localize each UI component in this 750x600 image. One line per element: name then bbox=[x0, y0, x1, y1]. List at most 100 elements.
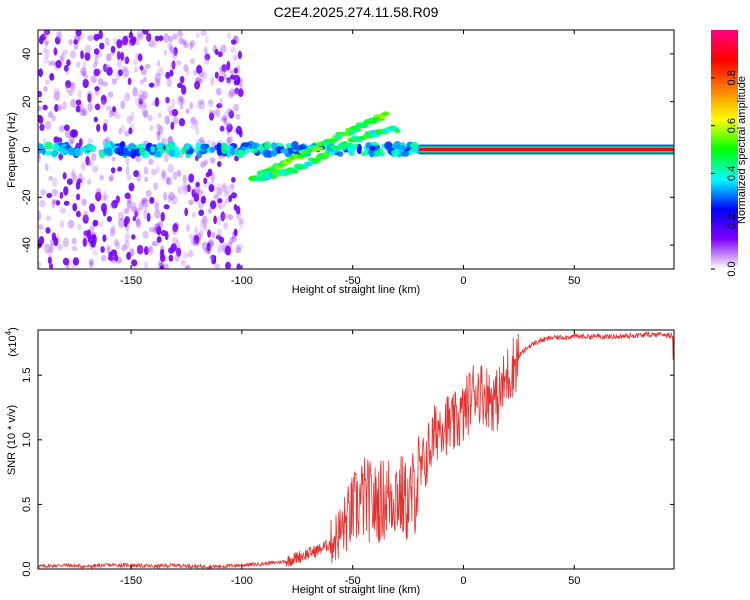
spectrogram-mark-scattered-noise bbox=[66, 59, 71, 67]
spectrogram-mark-scattered-noise bbox=[148, 158, 154, 165]
spectrogram-mark-scattered-noise bbox=[51, 198, 56, 209]
spectrogram-mark-scattered-noise bbox=[96, 68, 102, 75]
spectrogram-mark-scattered-noise bbox=[146, 32, 152, 42]
spectrogram-mark-scattered-noise bbox=[143, 209, 148, 220]
spectrogram-mark-scattered-noise bbox=[204, 53, 211, 61]
spectrogram-mark-scattered-noise bbox=[142, 30, 149, 35]
spectrogram-mark-scattered-noise bbox=[124, 192, 131, 200]
spectrogram-mark-scattered-noise bbox=[169, 45, 174, 54]
spectrogram-mark-scattered-noise bbox=[219, 125, 225, 132]
spectrogram-mark-scattered-noise bbox=[120, 124, 126, 133]
spectrogram-mark-scattered-noise bbox=[223, 111, 230, 119]
spectrogram-mark-central-band bbox=[270, 142, 277, 151]
spectrogram-mark-scattered-noise bbox=[117, 166, 123, 172]
spectrogram-mark-scattered-noise bbox=[44, 39, 50, 46]
spectrogram-mark-scattered-noise bbox=[123, 208, 129, 214]
spectrogram-mark-central-band bbox=[369, 145, 376, 151]
spectrogram-mark-diverging-lower-branch bbox=[291, 169, 299, 174]
spectrogram-mark-scattered-noise bbox=[181, 84, 187, 95]
spectrogram-mark-scattered-noise bbox=[216, 228, 223, 238]
spectrogram-mark-scattered-noise bbox=[102, 196, 107, 203]
spectrogram-mark-diverging-lower-branch bbox=[329, 151, 336, 156]
spectrogram-mark-scattered-noise bbox=[153, 182, 159, 191]
spectrogram-mark-scattered-noise bbox=[230, 39, 237, 45]
spectrogram-mark-scattered-noise bbox=[182, 185, 189, 195]
spectrogram-mark-scattered-noise bbox=[89, 203, 96, 213]
spectrogram-mark-scattered-noise bbox=[213, 215, 217, 225]
spectrogram-mark-scattered-noise bbox=[181, 182, 188, 191]
spectrogram-mark-stable-line-core bbox=[419, 148, 674, 151]
spectrogram-mark-scattered-noise bbox=[130, 201, 137, 212]
snr-x-tick-label: -50 bbox=[345, 575, 361, 587]
spectrogram-mark-scattered-noise bbox=[69, 139, 74, 146]
spectrogram-mark-scattered-noise bbox=[167, 105, 174, 113]
spectrogram-mark-central-band bbox=[89, 144, 97, 153]
spectrogram-mark-scattered-noise bbox=[227, 90, 234, 99]
spectrogram-mark-scattered-noise bbox=[39, 123, 45, 131]
spectrogram-mark-scattered-noise bbox=[93, 33, 100, 41]
spectrogram-mark-scattered-noise bbox=[45, 120, 52, 130]
spectrogram-x-label: Height of straight line (km) bbox=[292, 284, 420, 296]
spectrogram-mark-scattered-noise bbox=[65, 80, 72, 89]
snr-y-tick-label: 1.0 bbox=[21, 432, 33, 447]
spectrogram-mark-scattered-noise bbox=[75, 181, 81, 190]
spectrogram-mark-scattered-noise bbox=[95, 188, 102, 198]
spectrogram-mark-scattered-noise bbox=[139, 79, 145, 85]
spectrogram-mark-scattered-noise bbox=[164, 96, 171, 104]
spectrogram-y-tick-label: -40 bbox=[21, 237, 33, 253]
spectrogram-mark-scattered-noise bbox=[174, 253, 180, 263]
spectrogram-mark-scattered-noise bbox=[80, 162, 86, 171]
spectrogram-mark-scattered-noise bbox=[206, 242, 211, 252]
spectrogram-mark-scattered-noise bbox=[63, 124, 70, 131]
spectrogram-mark-diverging-upper-branch bbox=[333, 135, 342, 140]
spectrogram-mark-scattered-noise bbox=[197, 99, 204, 105]
spectrogram-mark-scattered-noise bbox=[98, 30, 103, 40]
colorbar-fill bbox=[711, 30, 738, 269]
spectrogram-mark-scattered-noise bbox=[154, 78, 160, 88]
spectrogram-mark-scattered-noise bbox=[217, 198, 223, 204]
spectrogram-mark-scattered-noise bbox=[96, 123, 101, 132]
spectrogram-mark-scattered-noise bbox=[63, 200, 70, 206]
spectrogram-mark-scattered-noise bbox=[75, 210, 81, 218]
spectrogram-mark-scattered-noise bbox=[57, 137, 63, 143]
spectrogram-mark-scattered-noise bbox=[126, 115, 132, 124]
spectrogram-mark-scattered-noise bbox=[229, 69, 235, 75]
spectrogram-mark-scattered-noise bbox=[59, 219, 65, 228]
spectrogram-mark-scattered-noise bbox=[106, 53, 112, 62]
spectrogram-mark-scattered-noise bbox=[230, 184, 235, 193]
spectrogram-mark-scattered-noise bbox=[165, 71, 171, 80]
spectrogram-mark-scattered-noise bbox=[81, 107, 88, 117]
spectrogram-mark-scattered-noise bbox=[193, 70, 198, 76]
spectrogram-mark-central-band bbox=[262, 149, 271, 158]
spectrogram-mark-scattered-noise bbox=[188, 249, 194, 258]
spectrogram-mark-scattered-noise bbox=[166, 77, 172, 88]
spectrogram-mark-scattered-noise bbox=[208, 254, 215, 262]
spectrogram-mark-scattered-noise bbox=[45, 215, 52, 221]
spectrogram-mark-scattered-noise bbox=[89, 261, 94, 269]
spectrogram-mark-scattered-noise bbox=[234, 244, 241, 253]
spectrogram-mark-scattered-noise bbox=[45, 227, 51, 234]
spectrogram-mark-scattered-noise bbox=[233, 203, 238, 211]
spectrogram-mark-scattered-noise bbox=[147, 247, 154, 256]
spectrogram-mark-scattered-noise bbox=[109, 227, 116, 237]
spectrogram-mark-scattered-noise bbox=[79, 109, 87, 117]
spectrogram-mark-scattered-noise bbox=[192, 234, 197, 243]
spectrogram-mark-scattered-noise bbox=[65, 84, 70, 94]
spectrogram-mark-scattered-noise bbox=[59, 207, 67, 214]
spectrogram-mark-scattered-noise bbox=[203, 177, 208, 184]
spectrogram-mark-scattered-noise bbox=[94, 55, 99, 66]
spectrogram-mark-scattered-noise bbox=[116, 59, 122, 69]
spectrogram-mark-scattered-noise bbox=[104, 37, 110, 46]
spectrogram-mark-scattered-noise bbox=[126, 198, 133, 205]
spectrogram-mark-scattered-noise bbox=[193, 234, 200, 245]
spectrogram-mark-scattered-noise bbox=[223, 222, 229, 230]
spectrogram-mark-central-band bbox=[44, 141, 53, 150]
spectrogram-mark-scattered-noise bbox=[116, 38, 123, 49]
spectrogram-mark-scattered-noise bbox=[148, 82, 155, 88]
spectrogram-mark-scattered-noise bbox=[156, 60, 161, 67]
spectrogram-y-tick-label: 40 bbox=[21, 48, 33, 60]
spectrogram-mark-scattered-noise bbox=[126, 200, 132, 210]
spectrogram-mark-scattered-noise bbox=[87, 137, 94, 144]
spectrogram-mark-scattered-noise bbox=[159, 254, 166, 263]
spectrogram-mark-scattered-noise bbox=[210, 76, 215, 87]
